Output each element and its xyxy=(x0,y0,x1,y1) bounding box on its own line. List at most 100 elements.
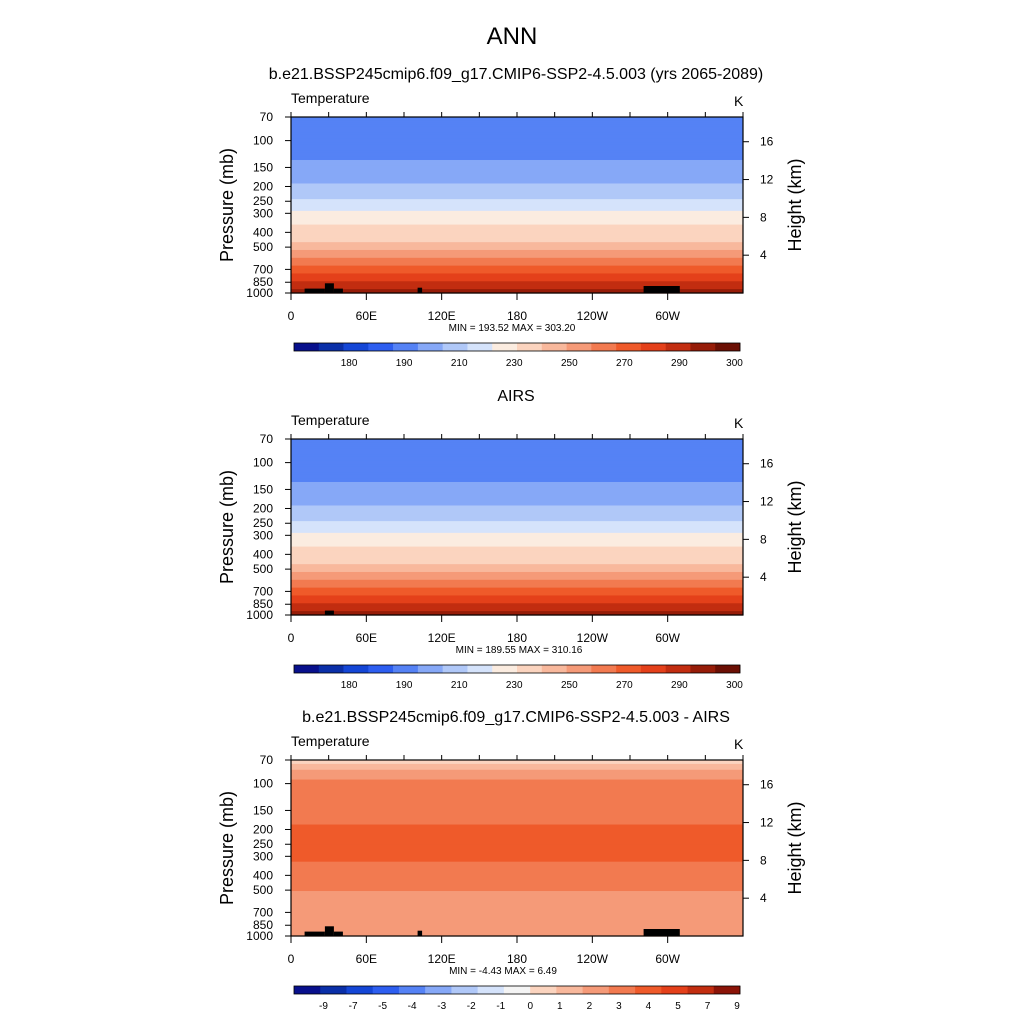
contour-band xyxy=(291,158,743,161)
contour-band xyxy=(291,857,743,861)
contour-band xyxy=(291,440,743,444)
contour-band xyxy=(291,156,743,159)
contour-band xyxy=(291,914,743,918)
contour-band xyxy=(291,474,743,477)
colorbar-label: 300 xyxy=(726,680,743,691)
colorbar-cell xyxy=(417,665,443,673)
contour-band xyxy=(291,583,743,587)
contour-band xyxy=(291,517,743,520)
panel-title: AIRS xyxy=(497,388,534,405)
contour-band xyxy=(291,808,743,812)
contour-band xyxy=(291,877,743,880)
contour-band xyxy=(291,536,743,540)
contour-band xyxy=(291,906,743,910)
contour-band xyxy=(291,163,743,167)
contour-band xyxy=(291,603,743,606)
contour-band xyxy=(291,193,743,196)
contour-band xyxy=(291,575,743,579)
contour-band xyxy=(291,527,743,530)
contour-band xyxy=(291,912,743,916)
contour-band xyxy=(291,476,743,479)
contour-band xyxy=(291,589,743,593)
contour-band xyxy=(291,869,743,873)
y-axis-title: Pressure (mb) xyxy=(217,148,237,262)
colorbar-cell xyxy=(640,343,666,351)
contour-band xyxy=(291,889,743,892)
contour-band xyxy=(291,142,743,145)
contour-band xyxy=(291,197,743,200)
x-tick-label: 0 xyxy=(288,309,295,323)
y-tick-label: 300 xyxy=(253,528,273,542)
contour-band xyxy=(291,793,743,796)
colorbar-label: 4 xyxy=(646,1001,652,1012)
contour-band xyxy=(291,562,743,565)
contour-band xyxy=(291,226,743,230)
y-axis-title: Pressure (mb) xyxy=(217,470,237,584)
colorbar-cell xyxy=(715,665,741,673)
contour-band xyxy=(291,781,743,785)
contour-band xyxy=(291,439,743,442)
y-right-tick-label: 16 xyxy=(760,135,774,149)
colorbar-cell xyxy=(616,665,642,673)
contour-band xyxy=(291,179,743,183)
colorbar-frame xyxy=(293,664,741,674)
contour-band xyxy=(291,920,743,923)
contour-band xyxy=(291,275,743,278)
contour-band xyxy=(291,499,743,503)
contour-band xyxy=(291,489,743,493)
colorbar-cell xyxy=(715,343,741,351)
colorbar-cell xyxy=(503,986,531,994)
contour-band xyxy=(291,214,743,218)
contour-band xyxy=(291,848,743,851)
y-tick-label: 70 xyxy=(260,753,274,767)
y-right-tick-label: 12 xyxy=(760,495,774,509)
x-tick-label: 120E xyxy=(428,952,456,966)
contour-band xyxy=(291,585,743,589)
units-label: K xyxy=(734,415,744,431)
y-right-tick-label: 4 xyxy=(760,891,767,905)
contour-band xyxy=(291,797,743,800)
contour-band xyxy=(291,146,743,149)
contour-band xyxy=(291,472,743,475)
contour-band xyxy=(291,859,743,863)
contour-band xyxy=(291,593,743,597)
contour-band xyxy=(291,579,743,583)
contour-band xyxy=(291,900,743,904)
colorbar-cell xyxy=(372,986,400,994)
contour-band xyxy=(291,154,743,157)
contour-band xyxy=(291,530,743,534)
contour-band xyxy=(291,444,743,448)
contour-band xyxy=(291,538,743,542)
colorbar-label: 5 xyxy=(675,1001,681,1012)
contour-band xyxy=(291,883,743,886)
contour-band xyxy=(291,853,743,857)
colorbar-cell xyxy=(294,343,320,351)
x-tick-label: 120E xyxy=(428,631,456,645)
colorbar-label: 270 xyxy=(616,358,633,369)
y-axis-right-title: Height (km) xyxy=(785,158,805,251)
contour-band xyxy=(291,232,743,235)
contour-band xyxy=(291,599,743,602)
colorbar-cell xyxy=(566,343,592,351)
y-tick-label: 250 xyxy=(253,194,273,208)
contour-band xyxy=(291,201,743,204)
colorbar-label: 190 xyxy=(396,358,413,369)
y-tick-label: 200 xyxy=(253,822,273,836)
contour-band xyxy=(291,534,743,538)
y-tick-label: 150 xyxy=(253,160,273,174)
y-tick-label: 200 xyxy=(253,501,273,515)
contour-band xyxy=(291,916,743,919)
x-tick-label: 0 xyxy=(288,952,295,966)
contour-band xyxy=(291,760,743,763)
contour-band xyxy=(291,783,743,787)
contour-band xyxy=(291,148,743,151)
colorbar-cell xyxy=(393,343,419,351)
x-tick-label: 60W xyxy=(655,952,680,966)
contour-band xyxy=(291,932,743,935)
contour-band xyxy=(291,851,743,855)
contour-band xyxy=(291,222,743,226)
y-tick-label: 70 xyxy=(260,110,274,124)
y-axis-right-title: Height (km) xyxy=(785,801,805,894)
contour-band xyxy=(291,224,743,228)
contour-band xyxy=(291,789,743,792)
